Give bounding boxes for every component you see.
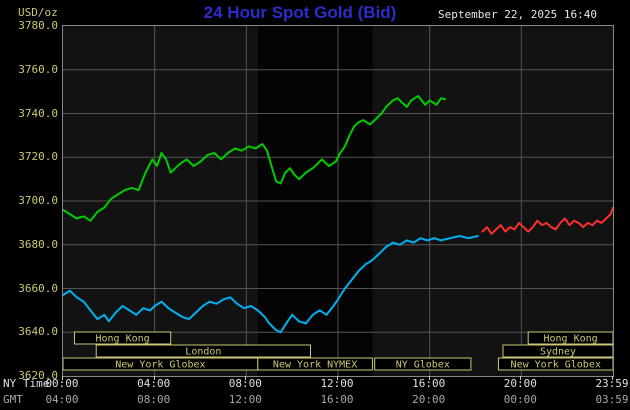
x-tick-label-ny: 00:00 bbox=[45, 377, 79, 390]
x-tick-label-ny: 23:59 bbox=[595, 377, 629, 390]
session-label: Hong Kong bbox=[544, 334, 598, 345]
session-box bbox=[257, 357, 373, 371]
y-tick-label: 3620.0 bbox=[18, 369, 58, 382]
x-tick-label-gmt: 16:00 bbox=[320, 393, 354, 406]
y-tick-label: 3720.0 bbox=[18, 150, 58, 164]
plot-area: Hong Kong Hong Kong London Sydney New York G… bbox=[62, 25, 614, 377]
x-tick-mark bbox=[153, 376, 155, 380]
session-box bbox=[502, 344, 613, 358]
x-tick-mark bbox=[337, 376, 338, 380]
session-label: NY Globex bbox=[396, 360, 450, 371]
x-tick-label-gmt: 03:59 bbox=[595, 393, 629, 406]
x-tick-label-ny: 08:00 bbox=[228, 377, 262, 390]
session-label: New York NYMEX bbox=[273, 360, 357, 371]
session-box bbox=[374, 357, 472, 371]
price-line-2 bbox=[63, 95, 446, 222]
chart-datetime: September 22, 2025 16:40 bbox=[438, 8, 597, 21]
session-label: London bbox=[185, 347, 221, 358]
y-axis-units-label: USD/oz bbox=[18, 6, 58, 19]
price-line-1 bbox=[481, 206, 613, 235]
session-label: New York Globex bbox=[511, 360, 601, 371]
session-label: New York Globex bbox=[115, 360, 205, 371]
x-tick-label-ny: 16:00 bbox=[412, 377, 446, 390]
session-box bbox=[95, 344, 311, 358]
ny-time-axis-name: NY Time bbox=[3, 377, 50, 390]
session-box bbox=[527, 331, 613, 345]
y-tick-label: 3760.0 bbox=[18, 62, 58, 76]
x-tick-mark bbox=[62, 376, 63, 380]
x-tick-label-gmt: 08:00 bbox=[137, 393, 171, 406]
price-line-0 bbox=[63, 235, 479, 334]
session-label: Sydney bbox=[540, 347, 576, 358]
plot-canvas: Hong Kong Hong Kong London Sydney New York G… bbox=[63, 26, 613, 376]
x-tick-label-gmt: 00:00 bbox=[503, 393, 537, 406]
y-tick-label: 3780.0 bbox=[18, 19, 58, 32]
chart-title: 24 Hour Spot Gold (Bid) bbox=[203, 3, 397, 22]
x-tick-label-gmt: 12:00 bbox=[228, 393, 262, 406]
x-tick-mark bbox=[428, 376, 430, 380]
x-tick-label-gmt: 20:00 bbox=[412, 393, 446, 406]
x-tick-label-ny: 12:00 bbox=[320, 377, 354, 390]
y-tick-label: 3700.0 bbox=[18, 194, 58, 207]
x-tick-label-ny: 04:00 bbox=[137, 377, 171, 390]
y-tick-label: 3740.0 bbox=[18, 106, 58, 120]
y-tick-label: 3640.0 bbox=[18, 325, 58, 339]
x-tick-mark bbox=[520, 376, 522, 380]
x-tick-mark bbox=[612, 376, 613, 380]
x-tick-mark bbox=[245, 376, 247, 380]
y-tick-label: 3680.0 bbox=[18, 237, 58, 251]
gmt-axis-name: GMT bbox=[3, 393, 23, 406]
y-tick-label: 3660.0 bbox=[18, 281, 58, 295]
session-label: Hong Kong bbox=[95, 334, 149, 345]
session-box bbox=[73, 331, 172, 345]
x-tick-label-gmt: 04:00 bbox=[45, 393, 79, 406]
x-tick-label-ny: 20:00 bbox=[503, 377, 537, 390]
